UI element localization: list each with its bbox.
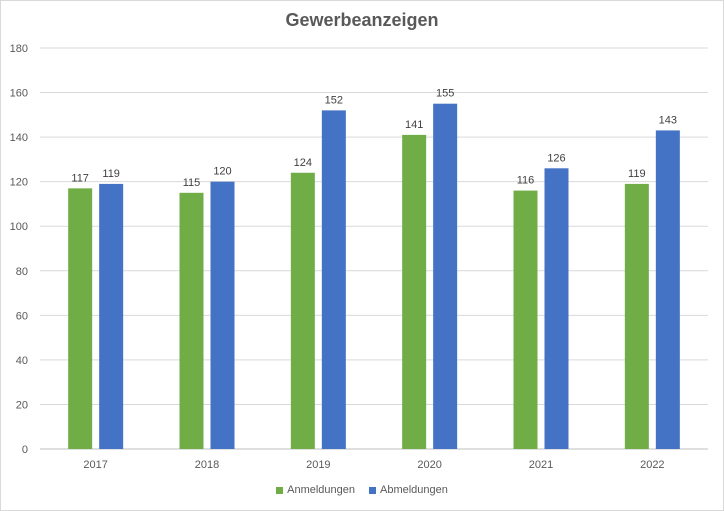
y-tick-label: 60 (16, 310, 28, 322)
data-label: 117 (71, 172, 89, 184)
y-tick-label: 80 (16, 266, 28, 278)
y-tick-label: 120 (10, 177, 28, 189)
x-tick-label: 2022 (640, 459, 664, 471)
data-label: 115 (183, 177, 201, 189)
bar-anmeldungen-2019 (290, 172, 315, 449)
data-label: 141 (405, 119, 423, 131)
legend-item-abmeldungen: Abmeldungen (369, 484, 448, 496)
data-label: 119 (628, 168, 646, 180)
y-tick-label: 0 (22, 444, 28, 456)
y-tick-label: 160 (10, 88, 28, 100)
bar-abmeldungen-2018 (210, 181, 235, 449)
x-tick-label: 2020 (417, 459, 441, 471)
chart-title: Gewerbeanzeigen (285, 10, 439, 30)
x-tick-label: 2019 (306, 459, 330, 471)
data-label: 152 (325, 94, 343, 106)
bar-abmeldungen-2017 (99, 183, 124, 449)
y-tick-label: 40 (16, 355, 28, 367)
data-label: 126 (547, 152, 565, 164)
y-tick-label: 140 (10, 132, 28, 144)
y-axis-tick-labels: 0 20 40 60 80 100 120 140 160 180 (10, 43, 28, 456)
data-label: 116 (517, 175, 535, 187)
legend-item-anmeldungen: Anmeldungen (276, 484, 355, 496)
bar-abmeldungen-2020 (433, 103, 458, 449)
x-tick-label: 2017 (83, 459, 107, 471)
bar-abmeldungen-2021 (544, 168, 569, 450)
data-label: 155 (436, 88, 454, 100)
data-label: 143 (659, 114, 677, 126)
y-tick-label: 100 (10, 221, 28, 233)
bar-anmeldungen-2018 (179, 192, 204, 450)
data-label: 119 (102, 168, 120, 180)
x-axis-tick-labels: 2017 2018 2019 2020 2021 2022 (83, 459, 664, 471)
bars (68, 103, 680, 450)
bar-abmeldungen-2022 (655, 130, 680, 449)
legend-label: Anmeldungen (287, 484, 355, 496)
x-tick-label: 2018 (195, 459, 219, 471)
legend-swatch (276, 486, 284, 494)
bar-anmeldungen-2021 (513, 190, 538, 450)
bar-anmeldungen-2020 (402, 134, 427, 449)
data-label: 120 (213, 166, 231, 178)
legend: Anmeldungen Abmeldungen (0, 484, 724, 496)
x-tick-label: 2021 (529, 459, 553, 471)
y-tick-label: 180 (10, 43, 28, 55)
bar-anmeldungen-2017 (68, 188, 93, 449)
data-label: 124 (294, 157, 312, 169)
bar-anmeldungen-2022 (624, 183, 649, 449)
legend-swatch (369, 486, 376, 494)
bar-abmeldungen-2019 (321, 110, 346, 449)
y-tick-label: 20 (16, 399, 28, 411)
gridlines (40, 47, 708, 450)
legend-label: Abmeldungen (380, 484, 448, 496)
data-labels: 117 119 115 120 124 152 141 155 116 126 119 143 (71, 88, 677, 189)
